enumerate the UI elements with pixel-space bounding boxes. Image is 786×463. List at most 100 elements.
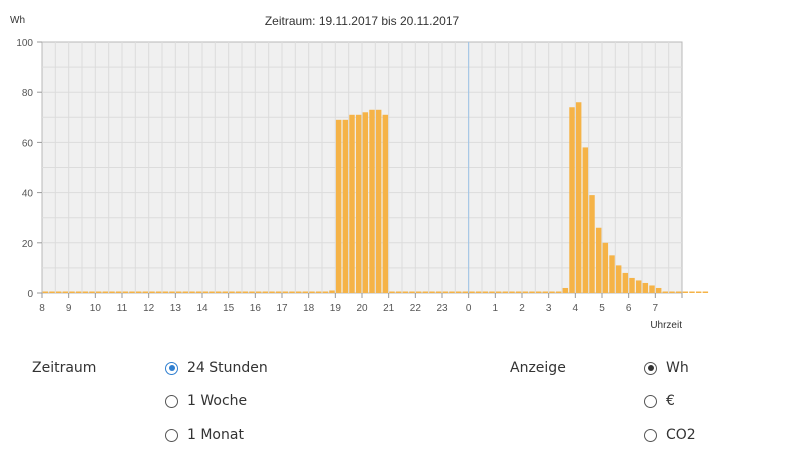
bar (55, 291, 62, 293)
y-tick-label: 80 (22, 88, 34, 99)
x-tick-label: 6 (626, 303, 632, 314)
x-tick-label: 11 (117, 303, 128, 314)
bar (109, 291, 115, 293)
y-tick-label: 20 (22, 239, 34, 250)
radio-unselected-icon[interactable] (644, 394, 657, 408)
bar (482, 291, 489, 293)
bar (429, 291, 435, 293)
bar (175, 291, 182, 293)
anzeige-option-euro[interactable]: € (644, 393, 675, 409)
x-tick-label: 5 (599, 303, 605, 314)
zeitraum-option-label: 1 Monat (187, 427, 244, 443)
bar (95, 291, 102, 293)
anzeige-option-co2[interactable]: CO2 (644, 427, 696, 443)
bar (669, 291, 675, 293)
bar (229, 291, 235, 293)
x-tick-label: 9 (66, 303, 72, 314)
bar (522, 291, 529, 293)
bar (629, 277, 635, 293)
bar (542, 291, 549, 293)
bar (329, 290, 335, 293)
x-tick-label: 17 (276, 303, 288, 314)
bar (215, 291, 222, 293)
bar (355, 114, 362, 293)
bar (209, 291, 215, 293)
bar (322, 291, 329, 293)
y-axis: 0 20 40 60 80 100 (16, 38, 42, 300)
x-tick-label: 7 (653, 303, 659, 314)
bar (515, 291, 522, 293)
x-tick-label: 14 (196, 303, 208, 314)
x-axis: 8 9 10 11 12 13 14 15 16 17 18 19 20 21 22 23 0 1 2 3 4 5 6 7 (39, 293, 683, 314)
x-tick-label: 10 (90, 303, 102, 314)
bar (82, 291, 89, 293)
anzeige-option-wh[interactable]: Wh (644, 360, 689, 376)
bar (549, 291, 555, 293)
bar (302, 291, 309, 293)
bar (362, 112, 369, 293)
bar (615, 265, 622, 293)
radio-selected-icon[interactable] (644, 361, 657, 375)
bar (182, 291, 189, 293)
bar (449, 291, 455, 293)
bar (169, 291, 175, 293)
radio-selected-icon[interactable] (165, 361, 178, 375)
bar (69, 291, 75, 293)
bar (202, 291, 209, 293)
zeitraum-option-label: 24 Stunden (187, 360, 268, 376)
bar (315, 291, 322, 293)
bar (435, 291, 442, 293)
bar (422, 291, 429, 293)
x-tick-label: 20 (356, 303, 368, 314)
radio-unselected-icon[interactable] (165, 428, 178, 442)
radio-unselected-icon[interactable] (165, 394, 178, 408)
x-tick-label: 22 (410, 303, 422, 314)
bar (309, 291, 315, 293)
zeitraum-option-1-monat[interactable]: 1 Monat (165, 427, 244, 443)
bar (442, 291, 449, 293)
zeitraum-option-1-woche[interactable]: 1 Woche (165, 393, 247, 409)
bar (282, 291, 289, 293)
bar (155, 291, 162, 293)
x-tick-label: 8 (39, 303, 45, 314)
bar (269, 291, 275, 293)
bar (415, 291, 422, 293)
bar (602, 242, 609, 293)
bar (495, 291, 502, 293)
x-tick-label: 13 (170, 303, 182, 314)
y-tick-label: 0 (27, 289, 33, 300)
anzeige-option-label: € (666, 393, 675, 409)
bar (695, 291, 702, 293)
bar (335, 119, 342, 293)
bar (242, 291, 249, 293)
x-tick-label: 21 (383, 303, 395, 314)
y-tick-label: 100 (16, 38, 33, 49)
zeitraum-option-24-stunden[interactable]: 24 Stunden (165, 360, 268, 376)
bar-series (42, 102, 709, 294)
bar (582, 147, 589, 293)
bar (609, 255, 615, 293)
bar (622, 272, 629, 293)
bar (682, 291, 689, 293)
bar (655, 287, 662, 293)
x-tick-label: 2 (519, 303, 525, 314)
bar (502, 291, 509, 293)
zeitraum-label: Zeitraum (32, 360, 97, 376)
x-tick-label: 1 (493, 303, 499, 314)
bar (102, 291, 109, 293)
anzeige-option-label: Wh (666, 360, 689, 376)
x-tick-label: 16 (250, 303, 262, 314)
bar (595, 227, 602, 293)
radio-unselected-icon[interactable] (644, 428, 657, 442)
bar (509, 291, 515, 293)
bar (275, 291, 282, 293)
bar (342, 119, 349, 293)
bar (702, 291, 709, 293)
bar (382, 114, 389, 293)
x-tick-label: 18 (303, 303, 315, 314)
bar (529, 291, 535, 293)
bar (235, 291, 242, 293)
x-tick-label: 3 (546, 303, 552, 314)
x-tick-label: 4 (573, 303, 579, 314)
chart-title: Zeitraum: 19.11.2017 bis 20.11.2017 (265, 14, 460, 28)
